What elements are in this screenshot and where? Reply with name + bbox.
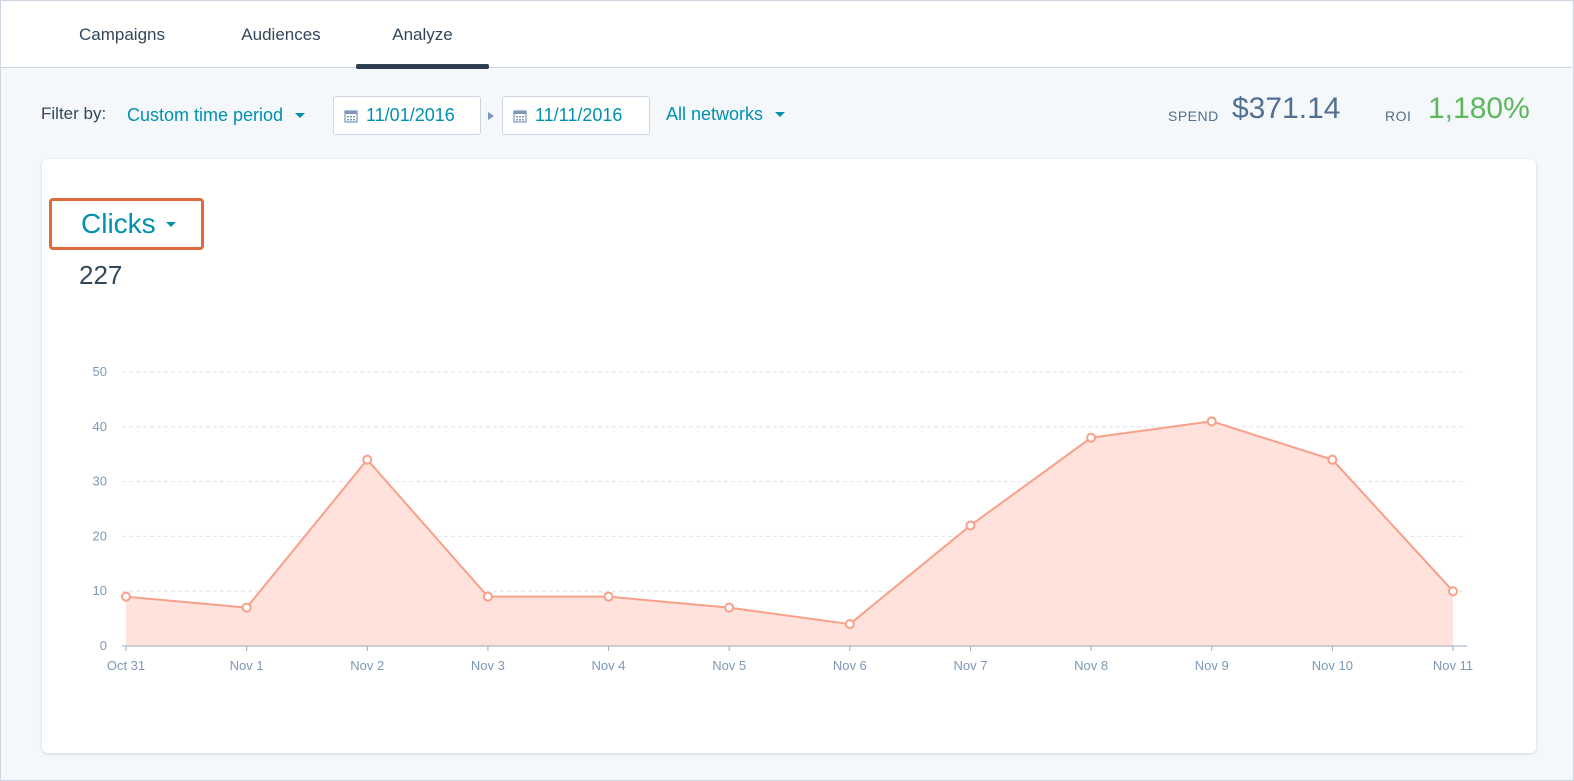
arrow-right-icon	[488, 112, 494, 120]
x-tick-label: Nov 11	[1433, 658, 1473, 673]
tab-analyze[interactable]: Analyze	[356, 1, 489, 69]
end-date-value: 11/11/2016	[535, 105, 623, 125]
calendar-icon	[513, 109, 527, 123]
networks-label: All networks	[666, 104, 764, 124]
chevron-down-icon	[775, 112, 786, 117]
calendar-icon	[344, 109, 358, 123]
data-point	[482, 591, 493, 602]
data-point	[965, 520, 976, 531]
filter-label: Filter by:	[41, 104, 107, 123]
data-point	[121, 591, 131, 602]
roi-value: 1,180%	[1428, 92, 1530, 125]
metric-total: 227	[79, 260, 123, 290]
data-point	[241, 602, 252, 613]
y-tick-label: 10	[93, 583, 107, 598]
x-tick-label: Nov 5	[712, 658, 746, 673]
y-tick-label: 40	[93, 419, 107, 434]
spend-label: SPEND	[1168, 108, 1219, 124]
roi-label: ROI	[1385, 108, 1412, 124]
networks-dropdown[interactable]: All networks	[666, 104, 786, 125]
x-tick-label: Nov 9	[1195, 658, 1229, 673]
x-tick-label: Nov 4	[592, 658, 626, 673]
spend-value: $371.14	[1232, 92, 1341, 125]
data-point	[362, 454, 373, 465]
area-fill	[126, 421, 1453, 646]
data-point	[724, 602, 735, 613]
tab-audiences[interactable]: Audiences	[241, 24, 321, 44]
data-point	[1206, 416, 1217, 427]
metric-dropdown[interactable]: Clicks	[49, 198, 204, 250]
x-tick-label: Nov 10	[1312, 658, 1353, 673]
x-tick-label: Nov 1	[230, 658, 264, 673]
data-point	[1327, 454, 1338, 465]
metric-label: Clicks	[81, 208, 156, 239]
x-tick-label: Oct 31	[107, 658, 145, 673]
x-tick-label: Nov 6	[833, 658, 867, 673]
tab-campaigns[interactable]: Campaigns	[79, 24, 165, 44]
y-tick-label: 0	[100, 638, 107, 653]
data-point	[1086, 432, 1097, 443]
start-date-value: 11/01/2016	[366, 105, 455, 125]
time-period-dropdown[interactable]: Custom time period	[127, 105, 306, 126]
data-point	[844, 619, 855, 630]
y-tick-label: 50	[93, 364, 107, 379]
data-point	[603, 591, 614, 602]
data-point	[1448, 586, 1458, 597]
time-period-label: Custom time period	[127, 105, 284, 125]
x-tick-label: Nov 7	[953, 658, 987, 673]
chevron-down-icon	[295, 113, 306, 118]
y-tick-label: 30	[93, 474, 107, 489]
end-date-input[interactable]: 11/11/2016	[502, 96, 650, 135]
chevron-down-icon	[165, 221, 176, 227]
x-tick-label: Nov 2	[350, 658, 384, 673]
start-date-input[interactable]: 11/01/2016	[333, 96, 481, 135]
tab-bar: Campaigns Audiences Analyze	[1, 1, 1572, 69]
x-tick-label: Nov 3	[471, 658, 505, 673]
series-line	[125, 420, 1454, 626]
x-tick-label: Nov 8	[1074, 658, 1108, 673]
y-tick-label: 20	[93, 528, 107, 543]
